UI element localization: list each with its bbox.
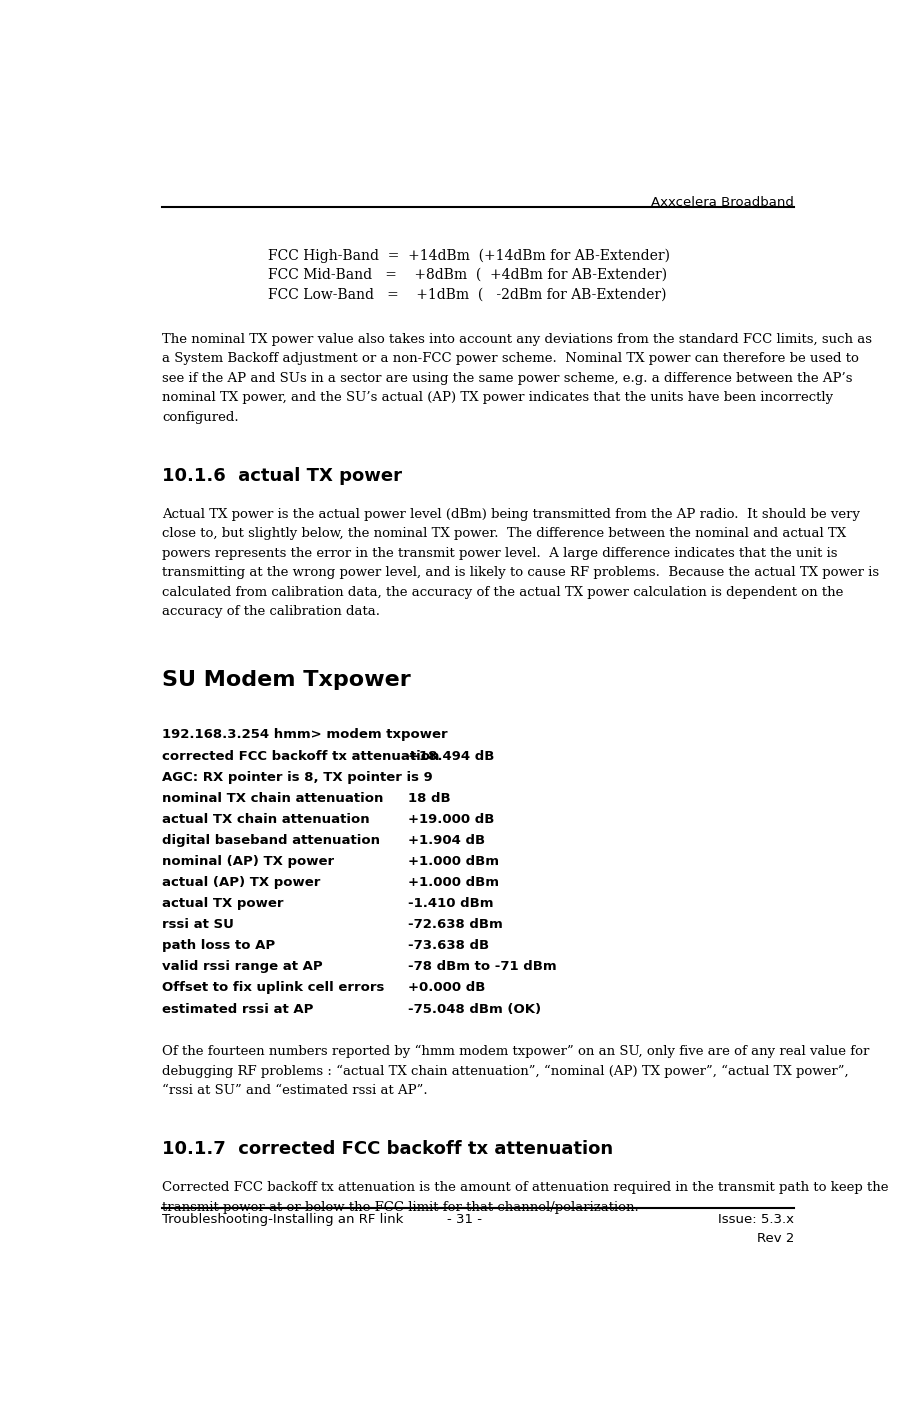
Text: The nominal TX power value also takes into account any deviations from the stand: The nominal TX power value also takes in… — [162, 333, 872, 345]
Text: path loss to AP: path loss to AP — [162, 939, 275, 952]
Text: Axxcelera Broadband: Axxcelera Broadband — [651, 195, 795, 209]
Text: AGC: RX pointer is 8, TX pointer is 9: AGC: RX pointer is 8, TX pointer is 9 — [162, 771, 433, 783]
Text: see if the AP and SUs in a sector are using the same power scheme, e.g. a differ: see if the AP and SUs in a sector are us… — [162, 372, 853, 385]
Text: nominal TX power, and the SU’s actual (AP) TX power indicates that the units hav: nominal TX power, and the SU’s actual (A… — [162, 392, 834, 404]
Text: 192.168.3.254 hmm> modem txpower: 192.168.3.254 hmm> modem txpower — [162, 729, 448, 741]
Text: a System Backoff adjustment or a non-FCC power scheme.  Nominal TX power can the: a System Backoff adjustment or a non-FCC… — [162, 352, 859, 365]
Text: -78 dBm to -71 dBm: -78 dBm to -71 dBm — [408, 960, 557, 973]
Text: nominal TX chain attenuation: nominal TX chain attenuation — [162, 792, 384, 804]
Text: configured.: configured. — [162, 410, 239, 424]
Text: 10.1.7  corrected FCC backoff tx attenuation: 10.1.7 corrected FCC backoff tx attenuat… — [162, 1140, 613, 1158]
Text: corrected FCC backoff tx attenuation: corrected FCC backoff tx attenuation — [162, 750, 439, 762]
Text: Issue: 5.3.x: Issue: 5.3.x — [718, 1213, 795, 1226]
Text: Rev 2: Rev 2 — [757, 1233, 795, 1245]
Text: SU Modem Txpower: SU Modem Txpower — [162, 670, 411, 691]
Text: - 31 -: - 31 - — [447, 1213, 482, 1226]
Text: Offset to fix uplink cell errors: Offset to fix uplink cell errors — [162, 981, 385, 994]
Text: +1.000 dBm: +1.000 dBm — [408, 855, 499, 868]
Text: “rssi at SU” and “estimated rssi at AP”.: “rssi at SU” and “estimated rssi at AP”. — [162, 1084, 428, 1097]
Text: -75.048 dBm (OK): -75.048 dBm (OK) — [408, 1002, 541, 1015]
Text: -73.638 dB: -73.638 dB — [408, 939, 489, 952]
Text: Of the fourteen numbers reported by “hmm modem txpower” on an SU, only five are : Of the fourteen numbers reported by “hmm… — [162, 1045, 870, 1059]
Text: FCC High-Band  =  +14dBm  (+14dBm for AB-Extender): FCC High-Band = +14dBm (+14dBm for AB-Ex… — [267, 249, 670, 263]
Text: actual (AP) TX power: actual (AP) TX power — [162, 876, 321, 889]
Text: 10.1.6  actual TX power: 10.1.6 actual TX power — [162, 468, 402, 484]
Text: actual TX chain attenuation: actual TX chain attenuation — [162, 813, 370, 826]
Text: rssi at SU: rssi at SU — [162, 918, 235, 931]
Text: valid rssi range at AP: valid rssi range at AP — [162, 960, 323, 973]
Text: 18 dB: 18 dB — [408, 792, 451, 804]
Text: accuracy of the calibration data.: accuracy of the calibration data. — [162, 605, 381, 618]
Text: powers represents the error in the transmit power level.  A large difference ind: powers represents the error in the trans… — [162, 548, 838, 560]
Text: +1.000 dBm: +1.000 dBm — [408, 876, 499, 889]
Text: transmitting at the wrong power level, and is likely to cause RF problems.  Beca: transmitting at the wrong power level, a… — [162, 566, 880, 580]
Text: +18.494 dB: +18.494 dB — [408, 750, 495, 762]
Text: -1.410 dBm: -1.410 dBm — [408, 897, 494, 910]
Text: digital baseband attenuation: digital baseband attenuation — [162, 834, 381, 847]
Text: +1.904 dB: +1.904 dB — [408, 834, 486, 847]
Text: +0.000 dB: +0.000 dB — [408, 981, 486, 994]
Text: nominal (AP) TX power: nominal (AP) TX power — [162, 855, 334, 868]
Text: FCC Mid-Band   =    +8dBm  (  +4dBm for AB-Extender): FCC Mid-Band = +8dBm ( +4dBm for AB-Exte… — [267, 268, 667, 282]
Text: Troubleshooting-Installing an RF link: Troubleshooting-Installing an RF link — [162, 1213, 404, 1226]
Text: calculated from calibration data, the accuracy of the actual TX power calculatio: calculated from calibration data, the ac… — [162, 585, 843, 598]
Text: close to, but slightly below, the nominal TX power.  The difference between the : close to, but slightly below, the nomina… — [162, 528, 846, 541]
Text: debugging RF problems : “actual TX chain attenuation”, “nominal (AP) TX power”, : debugging RF problems : “actual TX chain… — [162, 1064, 849, 1078]
Text: Actual TX power is the actual power level (dBm) being transmitted from the AP ra: Actual TX power is the actual power leve… — [162, 508, 861, 521]
Text: -72.638 dBm: -72.638 dBm — [408, 918, 503, 931]
Text: estimated rssi at AP: estimated rssi at AP — [162, 1002, 313, 1015]
Text: actual TX power: actual TX power — [162, 897, 284, 910]
Text: Corrected FCC backoff tx attenuation is the amount of attenuation required in th: Corrected FCC backoff tx attenuation is … — [162, 1181, 889, 1195]
Text: +19.000 dB: +19.000 dB — [408, 813, 495, 826]
Text: transmit power at or below the FCC limit for that channel/polarization.: transmit power at or below the FCC limit… — [162, 1200, 639, 1214]
Text: FCC Low-Band   =    +1dBm  (   -2dBm for AB-Extender): FCC Low-Band = +1dBm ( -2dBm for AB-Exte… — [267, 288, 666, 302]
